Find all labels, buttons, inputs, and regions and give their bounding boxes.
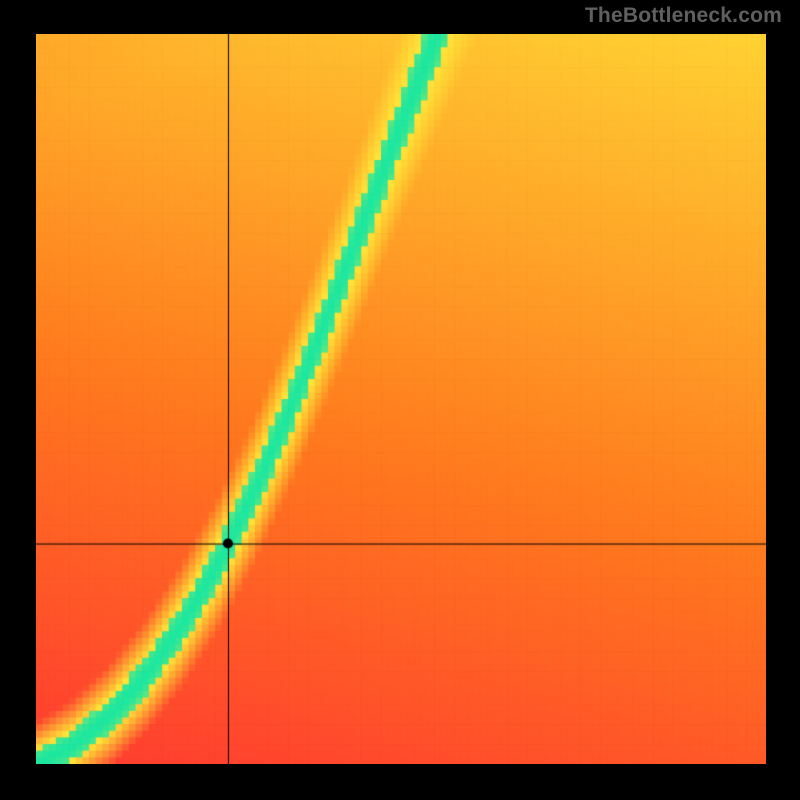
- bottleneck-heatmap: [36, 34, 766, 764]
- watermark-text: TheBottleneck.com: [585, 4, 782, 28]
